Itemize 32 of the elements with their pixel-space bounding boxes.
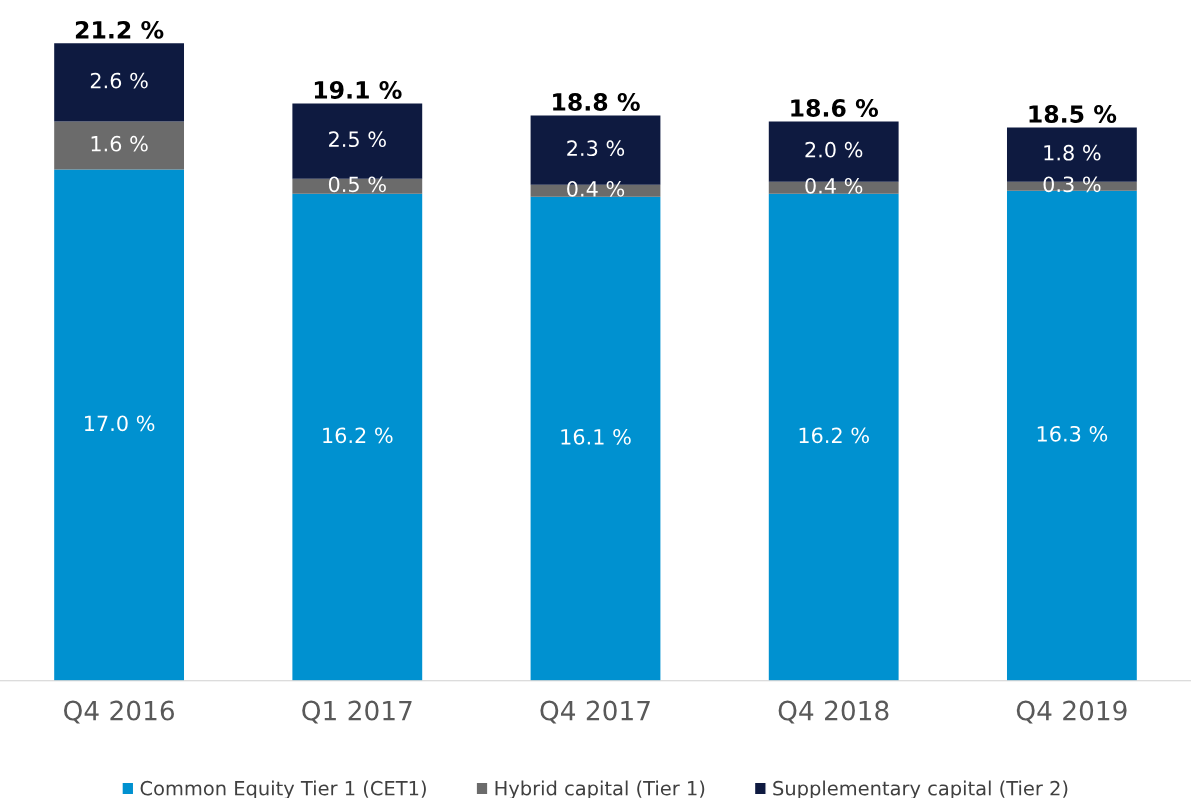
data-label: 0.5 % bbox=[328, 176, 386, 193]
x-tick-label: Q4 2016 bbox=[64, 700, 174, 724]
x-tick-label: Q1 2017 bbox=[302, 700, 412, 724]
total-label: 18.5 % bbox=[1029, 105, 1117, 123]
data-label: 16.1 % bbox=[561, 428, 631, 445]
x-tick-label: Q4 2017 bbox=[540, 700, 650, 724]
data-label: 2.0 % bbox=[805, 141, 863, 158]
data-label: 1.8 % bbox=[1044, 144, 1101, 161]
data-label: 0.4 % bbox=[805, 177, 863, 194]
data-label: 2.3 % bbox=[567, 140, 625, 157]
bar bbox=[292, 178, 423, 194]
data-label: 1.6 % bbox=[91, 135, 148, 152]
bar bbox=[54, 121, 185, 170]
data-label: 0.3 % bbox=[1043, 176, 1101, 193]
bar bbox=[530, 196, 661, 681]
x-tick-label: Q4 2018 bbox=[778, 700, 889, 724]
bar bbox=[292, 193, 423, 681]
total-label: 19.1 % bbox=[314, 81, 402, 99]
data-label: 2.6 % bbox=[90, 72, 148, 89]
data-label: 2.5 % bbox=[329, 131, 386, 148]
data-label: 0.4 % bbox=[567, 180, 625, 197]
data-label: 16.3 % bbox=[1037, 425, 1108, 442]
bar bbox=[54, 169, 185, 681]
total-label: 18.8 % bbox=[553, 93, 640, 111]
data-label: 17.0 % bbox=[84, 415, 155, 432]
data-label: 16.2 % bbox=[323, 427, 393, 444]
total-label: 18.6 % bbox=[791, 99, 879, 117]
bar bbox=[768, 193, 899, 681]
total-label: 21.2 % bbox=[75, 20, 164, 39]
data-label: 16.2 % bbox=[799, 427, 869, 444]
x-tick-label: Q4 2019 bbox=[1016, 700, 1127, 724]
bar bbox=[54, 43, 185, 122]
